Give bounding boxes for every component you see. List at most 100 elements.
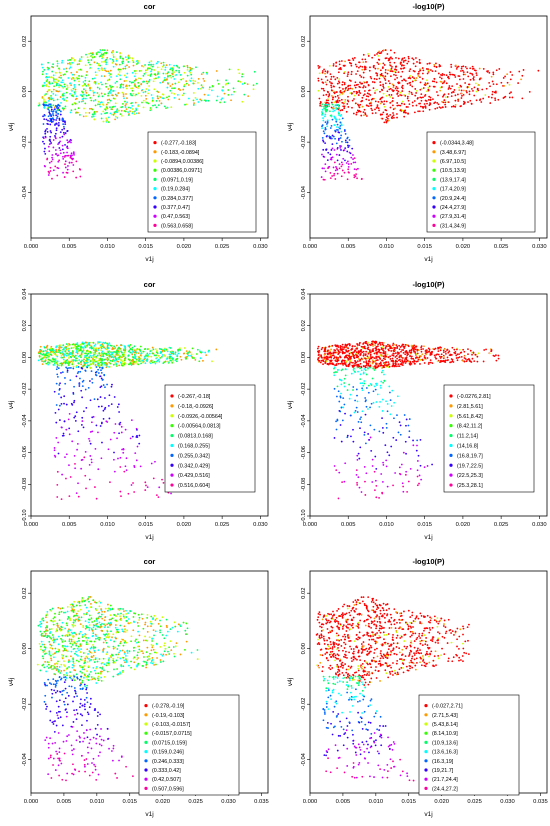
data-point <box>54 350 57 353</box>
y-tick-label: 0.02 <box>22 320 28 331</box>
data-point <box>164 360 167 363</box>
data-point <box>46 350 48 352</box>
data-point <box>420 478 423 481</box>
data-point <box>373 428 376 431</box>
data-point <box>389 87 392 90</box>
data-point <box>133 83 136 86</box>
data-point <box>379 384 382 387</box>
data-point <box>151 65 154 68</box>
data-point <box>413 344 416 347</box>
data-point <box>121 362 124 365</box>
legend-label: (-0.00564,0.0813] <box>178 424 221 430</box>
data-point <box>54 149 57 151</box>
data-point <box>338 118 341 121</box>
data-point <box>352 428 354 431</box>
data-point <box>332 105 335 108</box>
data-point <box>138 77 140 80</box>
data-point <box>132 61 135 64</box>
data-point <box>61 473 64 476</box>
data-point <box>396 92 399 95</box>
data-point <box>131 362 134 365</box>
legend-marker <box>170 473 174 477</box>
data-point <box>355 111 358 114</box>
data-point <box>429 98 432 101</box>
data-point <box>107 79 110 82</box>
data-point <box>67 344 69 347</box>
legend-marker <box>153 196 157 200</box>
legend-box <box>147 131 257 233</box>
data-point <box>340 383 343 386</box>
data-point <box>134 72 137 75</box>
data-point <box>157 72 160 75</box>
data-point <box>52 358 55 361</box>
data-point <box>120 495 122 498</box>
data-point <box>353 98 355 100</box>
data-point <box>366 104 369 107</box>
data-point <box>392 104 394 107</box>
data-point <box>69 361 71 363</box>
data-point <box>246 83 249 86</box>
data-point <box>334 95 337 98</box>
data-point <box>80 389 83 392</box>
data-point <box>154 460 156 463</box>
data-point <box>119 421 122 424</box>
data-point <box>318 66 321 68</box>
data-point <box>51 351 54 354</box>
data-point <box>123 345 126 348</box>
data-point <box>95 52 98 55</box>
data-point <box>365 95 368 98</box>
data-point <box>111 94 113 97</box>
data-point <box>116 406 119 408</box>
data-point <box>227 82 230 85</box>
data-point <box>96 92 99 94</box>
data-point <box>412 357 415 360</box>
data-point <box>47 61 50 64</box>
data-point <box>46 356 49 359</box>
data-point <box>401 349 403 351</box>
data-point <box>74 462 76 465</box>
data-point <box>382 431 385 434</box>
data-point <box>175 358 178 360</box>
data-point <box>461 69 464 72</box>
data-point <box>413 79 416 82</box>
data-point <box>357 363 360 366</box>
data-point <box>196 649 199 651</box>
data-point <box>133 113 136 116</box>
data-point <box>356 411 359 413</box>
data-point <box>333 437 336 439</box>
data-point <box>90 99 93 102</box>
data-point <box>157 97 160 100</box>
data-point <box>166 82 169 84</box>
data-point <box>199 98 202 101</box>
data-point <box>50 160 53 163</box>
data-point <box>392 112 394 114</box>
data-point <box>135 86 138 89</box>
data-point <box>374 108 376 111</box>
data-point <box>57 167 60 170</box>
data-point <box>223 101 226 104</box>
data-point <box>324 101 327 104</box>
data-point <box>418 102 421 105</box>
data-point <box>332 90 335 92</box>
data-point <box>66 154 68 157</box>
data-point <box>385 116 388 119</box>
data-point <box>72 170 75 173</box>
data-point <box>48 67 50 70</box>
data-point <box>338 99 341 102</box>
data-point <box>47 106 50 109</box>
data-point <box>49 106 51 108</box>
data-point <box>192 92 195 94</box>
data-point <box>59 110 62 113</box>
data-point <box>472 77 475 80</box>
data-point <box>129 358 131 361</box>
data-point <box>78 80 80 83</box>
plot-frame <box>30 293 269 517</box>
data-point <box>75 411 78 414</box>
data-point <box>104 397 106 399</box>
data-point <box>79 354 81 357</box>
data-point <box>39 669 42 672</box>
data-point <box>100 405 103 408</box>
data-point <box>437 103 440 106</box>
data-point <box>103 358 106 361</box>
data-point <box>475 74 478 77</box>
